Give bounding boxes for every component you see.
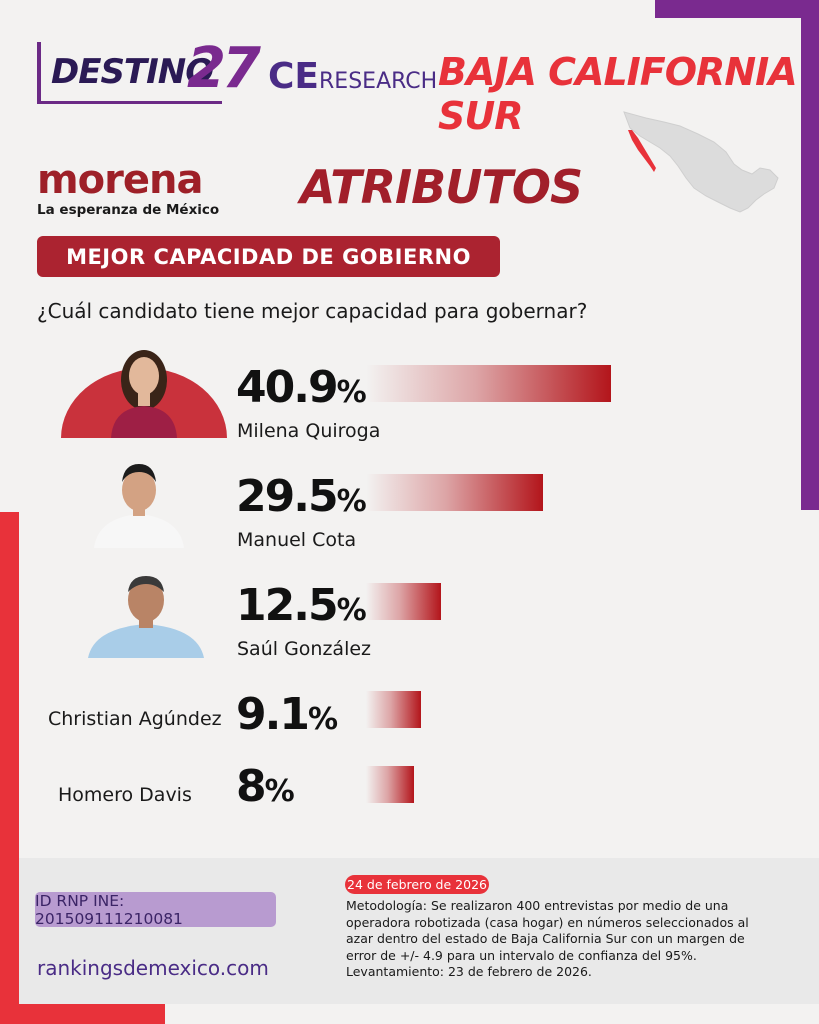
candidate-name-homero: Homero Davis	[58, 784, 192, 806]
survey-question: ¿Cuál candidato tiene mejor capacidad pa…	[37, 299, 588, 323]
bar-manuel	[366, 474, 543, 511]
methodology-paragraph: Metodología: Se realizaron 400 entrevist…	[346, 898, 749, 963]
red-side-stripe	[0, 512, 19, 1024]
percent-label-saul: 12.5%	[236, 580, 367, 631]
party-tagline: La esperanza de México	[37, 202, 220, 218]
destino-27-logo: DESTINO 27	[37, 36, 261, 104]
bar-milena	[366, 365, 611, 402]
website-link[interactable]: rankingsdemexico.com	[37, 956, 269, 980]
state-title: BAJA CALIFORNIA SUR	[438, 50, 798, 138]
percent-label-manuel: 29.5%	[236, 471, 367, 522]
rnp-id-badge: ID RNP INE: 201509111210081	[35, 892, 276, 928]
candidate-photo-manuel	[90, 460, 188, 548]
candidate-photo-milena	[61, 340, 227, 438]
percent-label-milena: 40.9%	[236, 362, 367, 413]
morena-party-logo: morena La esperanza de México	[37, 158, 219, 218]
purple-corner-accent	[655, 0, 819, 18]
candidate-name-christian: Christian Agúndez	[48, 708, 222, 730]
purple-side-stripe	[801, 0, 819, 510]
red-bottom-accent	[0, 1004, 165, 1024]
candidate-name-milena: Milena Quiroga	[237, 420, 381, 442]
question-category-banner: MEJOR CAPACIDAD DE GOBIERNO	[37, 236, 500, 277]
bar-saul	[366, 583, 441, 620]
ce-research-logo: CERESEARCH	[268, 56, 438, 97]
percent-label-homero: 8%	[236, 761, 295, 812]
candidate-name-saul: Saúl González	[237, 638, 372, 660]
party-name: morena	[37, 157, 203, 203]
candidate-photo-saul	[86, 568, 206, 658]
bar-christian	[366, 691, 421, 728]
section-title: ATRIBUTOS	[300, 160, 583, 214]
fieldwork-date: Levantamiento: 23 de febrero de 2026.	[346, 964, 592, 979]
bar-homero	[366, 766, 414, 803]
percent-label-christian: 9.1%	[236, 689, 339, 740]
methodology-text: Metodología: Se realizaron 400 entrevist…	[346, 898, 776, 981]
candidate-name-manuel: Manuel Cota	[237, 529, 357, 551]
mexico-map-icon	[618, 108, 783, 218]
date-badge: 24 de febrero de 2026	[345, 875, 489, 894]
destino-logo-word: DESTINO	[51, 52, 214, 92]
destino-logo-number: 27	[187, 36, 261, 101]
